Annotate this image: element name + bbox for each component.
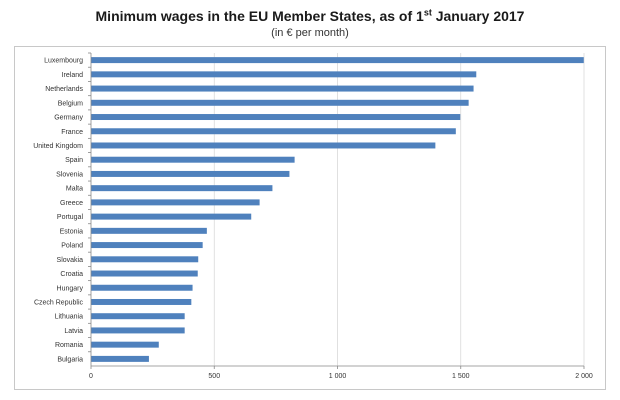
category-label: Netherlands bbox=[45, 86, 83, 93]
labels: 0 500 1 000 1 500 2 000 Luxembourg Ireland Neth… bbox=[33, 58, 593, 380]
bar bbox=[91, 99, 469, 106]
x-tick-label: 1 000 bbox=[329, 373, 347, 380]
category-label: Malta bbox=[66, 186, 83, 193]
chart-title: Minimum wages in the EU Member States, a… bbox=[0, 8, 620, 24]
x-tick-label: 500 bbox=[208, 373, 220, 380]
chart-title-main: Minimum wages in the EU Member States, a… bbox=[95, 8, 424, 24]
chart-title-superscript: st bbox=[423, 7, 432, 18]
category-label: Slovakia bbox=[57, 257, 84, 264]
chart-title-suffix: January 2017 bbox=[431, 8, 525, 24]
x-tick-label: 0 bbox=[89, 373, 93, 380]
category-label: Lithuania bbox=[55, 314, 84, 321]
category-label: United Kingdom bbox=[33, 143, 83, 150]
bar bbox=[91, 313, 185, 320]
category-label: Spain bbox=[65, 157, 83, 164]
bars bbox=[91, 57, 584, 362]
bar bbox=[91, 170, 290, 177]
bar bbox=[91, 270, 198, 277]
bar bbox=[91, 199, 260, 206]
bar bbox=[91, 114, 461, 121]
bar bbox=[91, 57, 584, 64]
bar bbox=[91, 355, 149, 362]
bar bbox=[91, 327, 185, 334]
category-label: Belgium bbox=[58, 100, 83, 107]
bar bbox=[91, 142, 436, 149]
category-label: Portugal bbox=[57, 214, 84, 221]
category-label: Hungary bbox=[57, 285, 84, 292]
category-label: Luxembourg bbox=[44, 58, 83, 65]
bar bbox=[91, 284, 193, 291]
bar bbox=[91, 185, 273, 192]
bar bbox=[91, 227, 207, 234]
category-label: Latvia bbox=[64, 328, 83, 335]
bar bbox=[91, 71, 477, 78]
bar bbox=[91, 242, 203, 249]
category-label: Bulgaria bbox=[57, 356, 83, 363]
category-label: France bbox=[61, 129, 83, 136]
bar bbox=[91, 213, 252, 220]
category-label: Czech Republic bbox=[34, 299, 84, 306]
category-label: Poland bbox=[61, 243, 83, 250]
x-tick-label: 1 500 bbox=[452, 373, 470, 380]
category-label: Ireland bbox=[62, 72, 84, 79]
category-label: Romania bbox=[55, 342, 83, 349]
bar bbox=[91, 156, 295, 163]
category-label: Estonia bbox=[60, 228, 83, 235]
bar bbox=[91, 128, 456, 135]
category-label: Slovenia bbox=[56, 171, 83, 178]
bar bbox=[91, 341, 159, 348]
chart-subtitle: (in € per month) bbox=[271, 27, 349, 39]
x-tick-label: 2 000 bbox=[575, 373, 593, 380]
bar bbox=[91, 256, 199, 263]
bar bbox=[91, 298, 192, 305]
axes bbox=[88, 52, 585, 369]
category-label: Greece bbox=[60, 200, 83, 207]
category-label: Germany bbox=[54, 115, 83, 122]
bar bbox=[91, 85, 474, 92]
category-label: Croatia bbox=[60, 271, 83, 278]
